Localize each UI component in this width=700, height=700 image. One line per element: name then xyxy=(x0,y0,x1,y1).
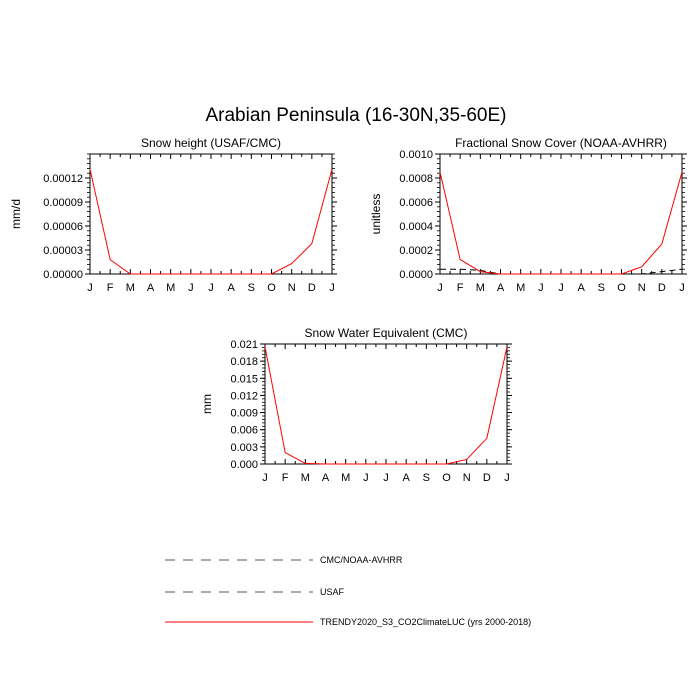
series-line-trendy xyxy=(264,346,508,465)
x-tick-label: A xyxy=(227,282,235,294)
x-tick-label: J xyxy=(208,282,214,294)
y-axis-label: mm/d xyxy=(9,199,23,229)
x-tick-label: O xyxy=(442,472,451,484)
y-tick-label: 0.012 xyxy=(230,390,258,402)
y-tick-label: 0.00003 xyxy=(43,245,83,257)
x-tick-label: A xyxy=(147,282,155,294)
y-tick-label: 0.00009 xyxy=(43,197,83,209)
x-tick-label: N xyxy=(463,472,471,484)
series-line-trendy xyxy=(439,171,683,275)
x-tick-label: D xyxy=(308,282,316,294)
series-line-trendy xyxy=(89,169,333,275)
legend-label-1: CMC/NOAA-AVHRR xyxy=(320,555,403,565)
x-tick-label: S xyxy=(598,282,605,294)
y-tick-label: 0.00012 xyxy=(43,173,83,185)
x-tick-label: M xyxy=(126,282,135,294)
x-tick-label: M xyxy=(476,282,485,294)
x-tick-label: J xyxy=(188,282,194,294)
y-tick-label: 0.0008 xyxy=(399,173,433,185)
legend-label-3: TRENDY2020_S3_CO2ClimateLUC (yrs 2000-20… xyxy=(320,617,531,627)
x-tick-label: J xyxy=(87,282,93,294)
y-tick-label: 0.0000 xyxy=(399,269,433,281)
x-tick-label: N xyxy=(288,282,296,294)
x-tick-label: A xyxy=(402,472,410,484)
y-tick-label: 0.0002 xyxy=(399,245,433,257)
y-tick-label: 0.018 xyxy=(230,356,258,368)
x-tick-label: S xyxy=(248,282,255,294)
x-tick-label: D xyxy=(658,282,666,294)
y-tick-label: 0.00006 xyxy=(43,221,83,233)
plot-frame xyxy=(439,153,683,275)
y-tick-label: 0.0006 xyxy=(399,197,433,209)
x-tick-label: M xyxy=(166,282,175,294)
y-axis-label: mm xyxy=(200,394,214,414)
x-tick-label: F xyxy=(107,282,114,294)
plot-frame xyxy=(264,343,508,465)
legend-label-2: USAF xyxy=(320,587,345,597)
chart-panel-3: Snow Water Equivalent (CMC)mmJ F M A M J J A S O N… xyxy=(200,326,512,484)
y-axis-label: unitless xyxy=(369,194,383,235)
x-tick-label: J xyxy=(437,282,443,294)
x-tick-label: J xyxy=(679,282,685,294)
plot-frame xyxy=(89,153,333,275)
chart-title: Snow height (USAF/CMC) xyxy=(141,136,281,150)
x-tick-label: S xyxy=(423,472,430,484)
x-tick-label: O xyxy=(617,282,626,294)
x-tick-label: O xyxy=(267,282,276,294)
x-tick-label: J xyxy=(329,282,335,294)
chart-panel-1: Snow height (USAF/CMC)mm/dJ F M A M J J A S O N D J0… xyxy=(9,136,337,294)
x-tick-label: D xyxy=(483,472,491,484)
legend: CMC/NOAA-AVHRR USAF TRENDY2020_S3_CO2Clima… xyxy=(165,555,531,627)
y-tick-label: 0.003 xyxy=(230,442,258,454)
x-tick-label: F xyxy=(457,282,464,294)
chart-title: Fractional Snow Cover (NOAA-AVHRR) xyxy=(455,136,667,150)
x-tick-label: J xyxy=(558,282,564,294)
y-tick-label: 0.009 xyxy=(230,408,258,420)
x-tick-label: A xyxy=(497,282,505,294)
x-tick-label: M xyxy=(301,472,310,484)
chart-title: Snow Water Equivalent (CMC) xyxy=(305,326,468,340)
x-tick-label: J xyxy=(504,472,510,484)
y-tick-label: 0.015 xyxy=(230,373,258,385)
y-tick-label: 0.0010 xyxy=(399,149,433,161)
x-tick-label: J xyxy=(383,472,389,484)
y-tick-label: 0.021 xyxy=(230,339,258,351)
x-tick-label: J xyxy=(262,472,268,484)
panels: Snow height (USAF/CMC)mm/dJ F M A M J J A S O N D J0… xyxy=(9,136,687,484)
x-tick-label: J xyxy=(363,472,369,484)
x-tick-label: M xyxy=(341,472,350,484)
figure-title: Arabian Peninsula (16-30N,35-60E) xyxy=(205,105,506,126)
x-tick-label: A xyxy=(577,282,585,294)
x-tick-label: N xyxy=(638,282,646,294)
y-tick-label: 0.000 xyxy=(230,459,258,471)
x-tick-label: M xyxy=(516,282,525,294)
x-tick-label: A xyxy=(322,472,330,484)
y-tick-label: 0.0004 xyxy=(399,221,433,233)
y-tick-label: 0.006 xyxy=(230,425,258,437)
y-tick-label: 0.00000 xyxy=(43,269,83,281)
x-tick-label: F xyxy=(282,472,289,484)
x-tick-label: J xyxy=(538,282,544,294)
chart-panel-2: Fractional Snow Cover (NOAA-AVHRR) unitle… xyxy=(369,136,687,294)
